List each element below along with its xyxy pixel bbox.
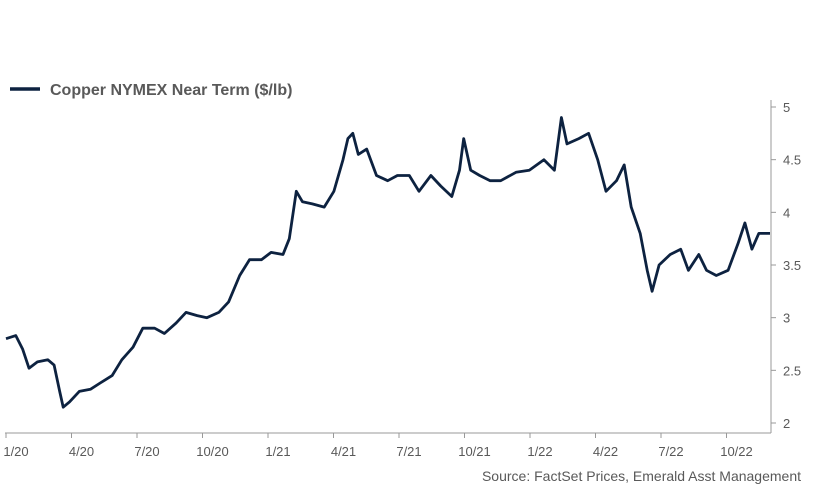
source-note: Source: FactSet Prices, Emerald Asst Man… <box>482 468 801 484</box>
legend: Copper NYMEX Near Term ($/lb) <box>10 82 292 99</box>
x-tick-label: 10/20 <box>196 444 229 459</box>
y-axis-ticks: 2 2.5 3 3.5 4 4.5 5 <box>771 100 801 431</box>
x-tick-label: 1/21 <box>265 444 290 459</box>
x-tick-label: 4/20 <box>69 444 94 459</box>
x-tick-label: 1/22 <box>527 444 552 459</box>
x-axis-ticks: 1/20 4/20 7/20 10/20 1/21 4/21 7/21 10/21 1/22 4/… <box>3 433 753 459</box>
x-tick-label: 4/21 <box>331 444 356 459</box>
y-tick-label: 3.5 <box>783 258 801 273</box>
y-tick-label: 5 <box>783 100 790 115</box>
y-tick-label: 2.5 <box>783 363 801 378</box>
y-tick-label: 3 <box>783 311 790 326</box>
series-line-copper <box>5 116 770 409</box>
y-tick-label: 4.5 <box>783 153 801 168</box>
y-tick-label: 2 <box>783 416 790 431</box>
x-tick-label: 7/22 <box>658 444 683 459</box>
y-tick-label: 4 <box>783 205 790 220</box>
legend-label: Copper NYMEX Near Term ($/lb) <box>50 82 292 99</box>
x-tick-label: 1/20 <box>3 444 28 459</box>
x-tick-label: 7/20 <box>134 444 159 459</box>
x-tick-label: 7/21 <box>396 444 421 459</box>
x-tick-label: 10/21 <box>458 444 491 459</box>
x-tick-label: 4/22 <box>593 444 618 459</box>
x-tick-label: 10/22 <box>720 444 753 459</box>
